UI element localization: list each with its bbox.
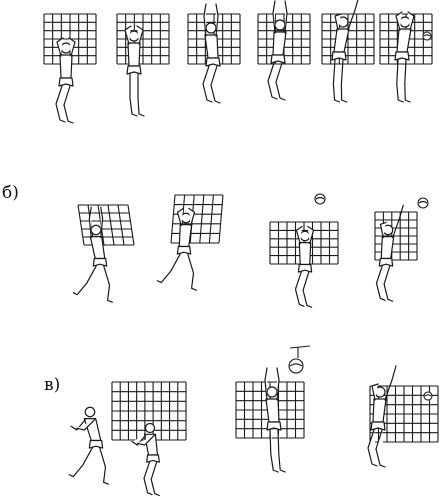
player-figure — [68, 406, 109, 485]
net-grid — [321, 13, 375, 65]
player-figure — [331, 0, 359, 103]
ball-icon — [422, 31, 432, 41]
ball-icon — [288, 358, 304, 374]
net-grid — [77, 204, 135, 246]
ball-icon — [314, 193, 326, 205]
ball-icon — [417, 197, 429, 209]
player-figure — [367, 365, 397, 468]
player-figure — [202, 3, 221, 104]
player-figure — [294, 225, 315, 308]
player-figure — [156, 207, 197, 291]
row-label-b: б) — [2, 183, 19, 203]
row-a-sequence — [43, 0, 433, 124]
row-label-v: в) — [44, 375, 61, 395]
player-figure — [131, 422, 160, 497]
ball-icon — [423, 391, 433, 401]
player-figure — [72, 206, 113, 303]
player-figure — [55, 37, 76, 124]
player-figure — [375, 204, 404, 302]
row-b-sequence — [72, 193, 429, 308]
player-figure — [264, 367, 286, 473]
net-grid — [116, 13, 170, 65]
player-figure — [124, 25, 145, 117]
row-v-sequence — [68, 345, 439, 497]
player-figure — [394, 11, 415, 103]
player-figure — [267, 0, 288, 101]
